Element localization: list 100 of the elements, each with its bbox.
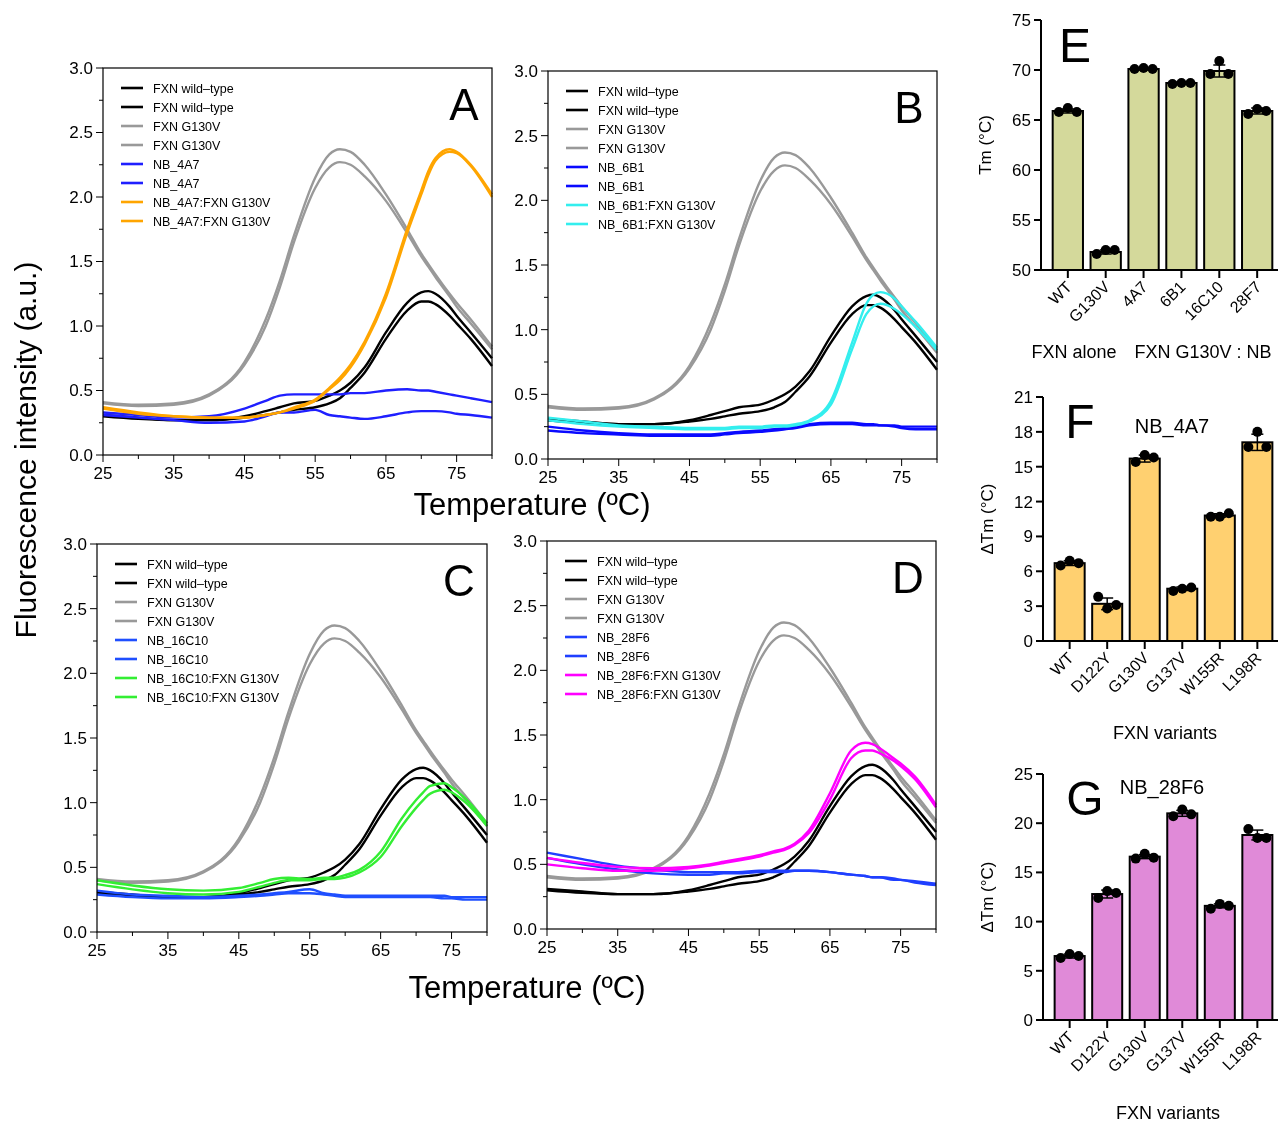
y-tick-label: 18 [1014, 422, 1033, 442]
legend-label: NB_6B1 [598, 179, 645, 194]
y-tick-label: 2.5 [513, 596, 537, 616]
y-tick-label: 1.0 [514, 320, 538, 340]
y-tick-label: 25 [1014, 764, 1033, 784]
y-tick-label: 65 [1012, 110, 1031, 130]
x-tick-label: 25 [538, 468, 558, 487]
x-tick-label: 75 [891, 938, 911, 957]
legend-label: FXN G130V [153, 138, 222, 153]
y-tick-label: 0.5 [514, 385, 538, 405]
y-tick-label: 0.0 [513, 919, 537, 939]
annotation: G [1066, 772, 1104, 825]
legend-label: FXN wild–type [597, 573, 678, 588]
legend-label: FXN wild–type [598, 103, 679, 118]
annotation: D [892, 553, 924, 602]
y-tick-label: 0.0 [69, 445, 93, 465]
x-tick-label: 65 [371, 941, 391, 960]
y-tick-label: 0 [1023, 631, 1033, 651]
legend-label: NB_28F6:FXN G130V [597, 687, 722, 702]
legend-label: NB_6B1 [598, 160, 645, 175]
y-tick-label: 15 [1014, 863, 1033, 883]
x-tick-label: 25 [93, 464, 113, 483]
x-tick-label: 4A7 [1118, 278, 1151, 311]
y-tick-label: 0 [1023, 1010, 1033, 1030]
x-tick-label: WT [1047, 1027, 1077, 1058]
chart-title: NB_28F6 [1119, 776, 1205, 799]
y-tick-label: 1.0 [63, 793, 87, 813]
x-tick-label: 6B1 [1156, 278, 1189, 311]
y-tick-label: 1.5 [63, 728, 87, 748]
y-tick-label: 2.0 [69, 187, 93, 207]
legend-label: FXN G130V [598, 122, 667, 137]
x-tick-label: 65 [820, 938, 840, 957]
y-tick-label: 9 [1023, 527, 1033, 547]
y-tick-label: 3.0 [63, 534, 87, 554]
legend-label: NB_28F6 [597, 630, 650, 645]
legend-label: NB_4A7 [153, 176, 200, 191]
y-tick-label: 1.5 [69, 252, 93, 272]
annotation: C [443, 556, 475, 605]
legend-label: FXN wild–type [597, 554, 678, 569]
x-tick-label: 75 [447, 464, 467, 483]
legend-label: FXN G130V [147, 595, 216, 610]
legend-label: NB_28F6 [597, 649, 650, 664]
x-tick-label: 45 [229, 941, 249, 960]
y-tick-label: 70 [1012, 60, 1031, 80]
legend-label: NB_16C10:FXN G130V [147, 671, 280, 686]
y-tick-label: 10 [1014, 912, 1033, 932]
y-tick-label: 3.0 [513, 531, 537, 551]
x-axis-title: Temperature (ºC) [413, 487, 651, 522]
x-tick-label: WT [1045, 277, 1076, 308]
y-axis-title: ΔTm (°C) [978, 483, 997, 555]
y-tick-label: 75 [1012, 10, 1031, 30]
x-tick-label: 65 [821, 468, 841, 487]
y-tick-label: 0.5 [63, 858, 87, 878]
y-tick-label: 3 [1023, 597, 1033, 617]
y-tick-label: 2.5 [63, 599, 87, 619]
y-tick-label: 1.5 [513, 725, 537, 745]
text: NB_4A7 [1134, 415, 1210, 438]
legend-label: NB_16C10 [147, 652, 209, 667]
legend-label: NB_16C10 [147, 633, 209, 648]
x-tick-label: 45 [234, 464, 254, 483]
x-tick-label: 55 [749, 938, 769, 957]
legend-label: NB_28F6:FXN G130V [597, 668, 722, 683]
legend-label: FXN G130V [598, 141, 667, 156]
annotation: A [449, 80, 480, 129]
legend-label: NB_6B1:FXN G130V [598, 198, 717, 213]
y-tick-label: 3.0 [69, 58, 93, 78]
x-tick-label: 65 [376, 464, 396, 483]
x-tick-label: 25 [537, 938, 557, 957]
x-tick-label: 35 [164, 464, 184, 483]
legend-label: NB_4A7:FXN G130V [153, 195, 272, 210]
y-tick-label: 12 [1014, 492, 1033, 512]
x-tick-label: 35 [158, 941, 178, 960]
y-tick-label: 21 [1014, 387, 1033, 407]
x-axis-title: Temperature (ºC) [408, 970, 646, 1005]
x-tick-label: 55 [305, 464, 325, 483]
x-axis-title: FXN variants [1115, 1103, 1221, 1121]
x-tick-label: 45 [678, 938, 698, 957]
x-tick-label: 55 [300, 941, 320, 960]
y-tick-label: 2.0 [63, 664, 87, 684]
y-axis-title: Tm (°C) [976, 115, 995, 175]
text: FXN G130V : NB [1134, 342, 1272, 362]
y-tick-label: 2.5 [69, 123, 93, 143]
x-tick-label: 35 [609, 468, 629, 487]
legend-label: FXN G130V [153, 119, 222, 134]
legend-label: NB_16C10:FXN G130V [147, 690, 280, 705]
legend-label: NB_4A7:FXN G130V [153, 214, 272, 229]
y-tick-label: 60 [1012, 160, 1031, 180]
y-tick-label: 1.0 [69, 316, 93, 336]
y-tick-label: 1.5 [514, 255, 538, 275]
y-tick-label: 2.0 [513, 661, 537, 681]
y-tick-label: 0.0 [63, 922, 87, 942]
x-tick-label: 45 [679, 468, 699, 487]
legend-label: NB_4A7 [153, 157, 200, 172]
annotation: B [894, 83, 924, 132]
y-tick-label: 0.5 [513, 855, 537, 875]
y-tick-label: 5 [1023, 961, 1033, 981]
text: FXN alone [1031, 342, 1117, 362]
y-axis-title: Fluorescence intensity (a.u.) [9, 261, 42, 639]
y-axis-title: ΔTm (°C) [978, 861, 997, 933]
legend-label: NB_6B1:FXN G130V [598, 217, 717, 232]
